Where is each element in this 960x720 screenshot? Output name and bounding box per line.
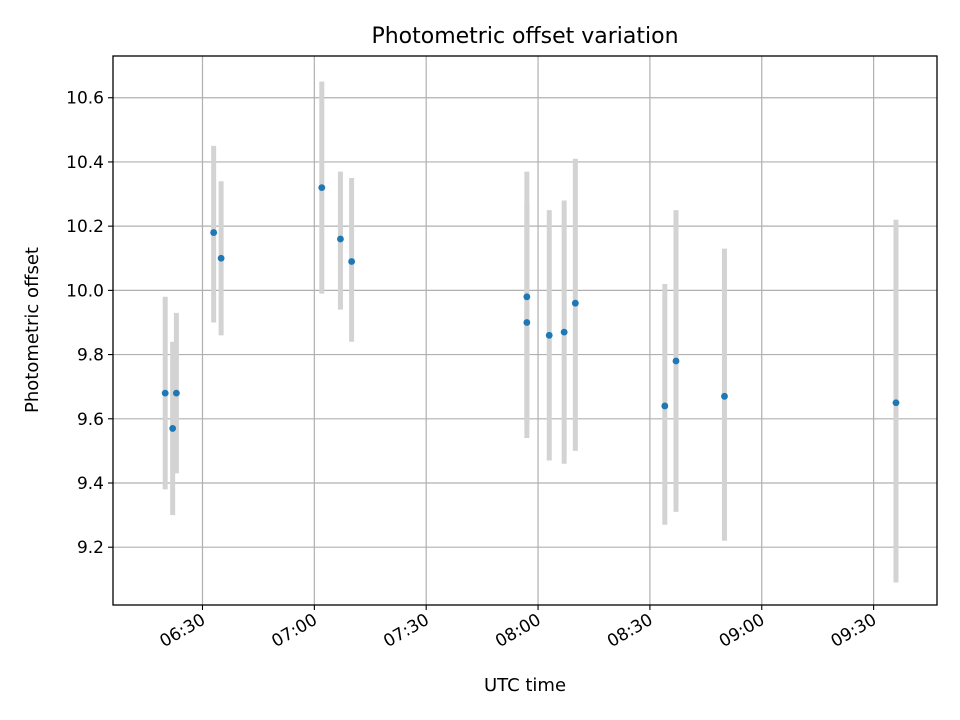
y-tick-label: 10.6 (66, 89, 104, 109)
plot-frame (112, 55, 938, 606)
chart-title: Photometric offset variation (371, 24, 678, 49)
y-axis-ticks: 9.2 9.4 9.6 9.8 10.0 10.2 10.4 10.6 (66, 89, 113, 558)
data-point (523, 319, 531, 326)
data-point (661, 402, 669, 410)
data-point (169, 425, 177, 432)
data-point (892, 399, 900, 407)
data-point (560, 328, 568, 336)
data-point (571, 299, 579, 307)
data-point (523, 293, 531, 301)
data-point (161, 389, 169, 397)
y-tick-label: 10.4 (66, 153, 104, 173)
y-tick-label: 9.4 (77, 474, 104, 494)
data-point (318, 184, 326, 192)
y-tick-label: 10.0 (66, 281, 104, 301)
data-point (721, 392, 728, 400)
y-tick-label: 9.8 (77, 346, 104, 366)
data-point (217, 254, 225, 262)
y-axis-label: Photometric offset (22, 247, 43, 413)
x-axis-label: UTC time (484, 675, 566, 696)
data-point (545, 331, 553, 339)
data-point (337, 235, 344, 243)
data-point (210, 229, 218, 236)
y-tick-label: 9.2 (77, 538, 104, 558)
data-point (172, 389, 180, 397)
y-tick-label: 9.6 (77, 410, 104, 430)
data-points (161, 184, 900, 432)
data-point (672, 357, 680, 365)
y-tick-label: 10.2 (66, 217, 104, 237)
data-point (348, 258, 356, 265)
